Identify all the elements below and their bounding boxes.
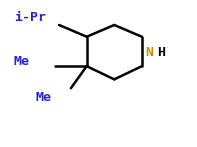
Text: Me: Me bbox=[14, 55, 30, 68]
Text: N: N bbox=[145, 46, 153, 59]
Text: Me: Me bbox=[35, 91, 51, 103]
Text: H: H bbox=[158, 46, 166, 59]
Text: i-Pr: i-Pr bbox=[14, 11, 46, 24]
